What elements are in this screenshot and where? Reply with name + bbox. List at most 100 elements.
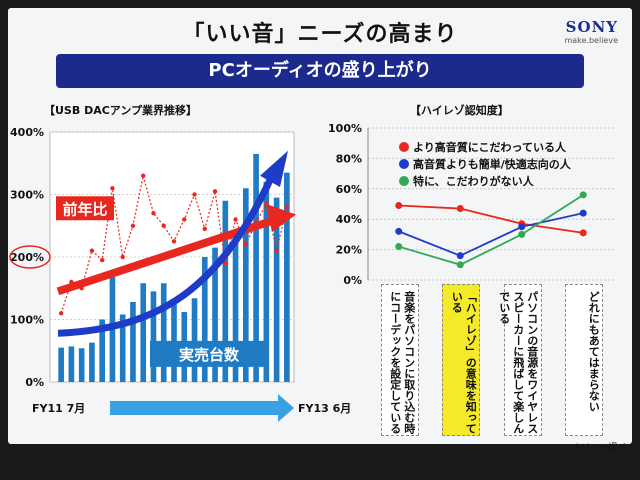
x-start-label: FY11 7月 bbox=[32, 402, 85, 415]
bar bbox=[119, 314, 126, 382]
yoy-point bbox=[171, 239, 177, 244]
yoy-point bbox=[58, 311, 64, 316]
bar bbox=[243, 188, 249, 382]
bar bbox=[191, 298, 198, 382]
yoy-point bbox=[110, 186, 115, 191]
right-chart-title: 【ハイレゾ認知度】 bbox=[410, 104, 509, 117]
bar bbox=[284, 172, 290, 382]
legend-label: より高音質にこだわっている人 bbox=[413, 140, 567, 154]
series-point bbox=[518, 223, 526, 231]
category-label: どれにもあてはまらない bbox=[587, 291, 601, 412]
yoy-point bbox=[223, 261, 228, 266]
bar bbox=[253, 153, 259, 382]
yoy-point bbox=[130, 223, 136, 228]
x-end-label: FY13 6月 bbox=[298, 402, 351, 415]
yoy-point bbox=[99, 257, 105, 263]
y-tick-label: 300% bbox=[10, 189, 44, 202]
bar bbox=[99, 319, 105, 382]
yoy-point bbox=[284, 204, 290, 210]
category-label-box: 音楽をパソコンに取り込む時にコーデックを設定している bbox=[380, 284, 419, 436]
y-tick-label: 0% bbox=[25, 376, 44, 389]
series-line bbox=[398, 194, 584, 266]
yoy-point bbox=[233, 217, 238, 222]
bar bbox=[140, 283, 147, 382]
y-tick-label: 60% bbox=[336, 183, 362, 196]
bar bbox=[222, 200, 229, 382]
bar bbox=[89, 342, 95, 382]
series-point bbox=[395, 202, 403, 210]
yoy-label: 前年比 bbox=[62, 200, 107, 218]
hires-awareness-chart: 0% 20% 40% 60% 80% 100% より高音質にこだわっている人高音質よりも簡単… bbox=[328, 122, 614, 287]
blue-arrow-head bbox=[260, 150, 288, 187]
yoy-point bbox=[161, 223, 166, 228]
period-arrow-body bbox=[110, 401, 280, 415]
yoy-point bbox=[89, 248, 95, 253]
y-tick-label: 40% bbox=[336, 213, 362, 226]
y-tick-label: 100% bbox=[328, 122, 362, 135]
y-tick-label: 200% bbox=[10, 251, 44, 264]
category-label-box: パソコンの音源をワイヤレススピーカーに飛ばして楽しんでいる bbox=[497, 284, 542, 436]
period-arrow-head bbox=[278, 394, 294, 422]
left-chart-title: 【USB DACアンプ業界推移】 bbox=[44, 104, 198, 117]
series-line bbox=[398, 204, 584, 234]
bar bbox=[150, 291, 157, 382]
bar bbox=[130, 302, 136, 382]
series-point bbox=[456, 205, 464, 213]
series-point bbox=[395, 243, 403, 251]
yoy-point bbox=[151, 211, 156, 216]
series-point bbox=[518, 230, 526, 238]
yoy-point bbox=[212, 189, 218, 194]
y-tick-label: 0% bbox=[343, 274, 362, 287]
category-label-box: どれにもあてはまらない bbox=[565, 284, 604, 436]
category-label-box: 「ハイレゾ」の意味を知っている bbox=[442, 284, 481, 436]
brand-tagline: make.believe bbox=[564, 36, 618, 45]
bar bbox=[232, 235, 239, 382]
bar bbox=[212, 247, 218, 382]
sony-logo: SONY bbox=[565, 18, 618, 36]
yoy-point bbox=[274, 248, 279, 253]
legend-marker bbox=[399, 159, 409, 169]
bar bbox=[58, 347, 64, 382]
blue-trend-arrow bbox=[57, 174, 276, 337]
legend-marker bbox=[399, 142, 409, 152]
series-point bbox=[579, 191, 587, 199]
category-label: 「ハイレゾ」の意味を知っている bbox=[450, 291, 478, 434]
bar bbox=[273, 197, 280, 382]
series-point bbox=[395, 227, 403, 235]
slide: 「いい音」ニーズの高まり SONY make.believe PCオーディオの盛… bbox=[8, 8, 632, 444]
bar-label: 実売台数 bbox=[179, 346, 240, 364]
legend-marker bbox=[399, 176, 409, 186]
bar bbox=[78, 348, 85, 382]
y-tick-label: 20% bbox=[336, 244, 362, 257]
yoy-point bbox=[120, 254, 125, 260]
series-point bbox=[579, 209, 587, 217]
y-tick-label: 100% bbox=[10, 314, 44, 327]
yoy-label-box bbox=[56, 196, 114, 221]
bottom-bar: ※ソニー調べ bbox=[0, 443, 640, 480]
red-arrow-head bbox=[266, 203, 296, 232]
bar bbox=[68, 346, 75, 382]
category-label: パソコンの音源をワイヤレススピーカーに飛ばして楽しんでいる bbox=[497, 291, 539, 434]
legend-label: 特に、こだわりがない人 bbox=[413, 174, 535, 188]
yoy-point bbox=[182, 217, 187, 222]
yoy-point bbox=[243, 242, 249, 247]
bar bbox=[160, 283, 167, 382]
series-line bbox=[398, 212, 584, 257]
category-label: 音楽をパソコンに取り込む時にコーデックを設定している bbox=[388, 291, 416, 434]
yoy-point bbox=[192, 192, 197, 197]
bar bbox=[263, 182, 270, 382]
section-banner: PCオーディオの盛り上がり bbox=[56, 54, 584, 88]
tick-highlight-circle bbox=[9, 245, 51, 269]
bar bbox=[201, 257, 208, 382]
series-point bbox=[456, 252, 464, 260]
page-title: 「いい音」ニーズの高まり bbox=[182, 22, 458, 47]
series-point bbox=[456, 261, 464, 269]
brand: SONY make.believe bbox=[564, 18, 618, 45]
legend-label: 高音質よりも簡単/快適志向の人 bbox=[413, 157, 572, 171]
y-tick-label: 400% bbox=[10, 126, 44, 139]
bar-label-box bbox=[150, 340, 268, 367]
y-tick-label: 80% bbox=[336, 152, 362, 165]
yoy-point bbox=[202, 226, 207, 232]
series-point bbox=[579, 229, 587, 237]
